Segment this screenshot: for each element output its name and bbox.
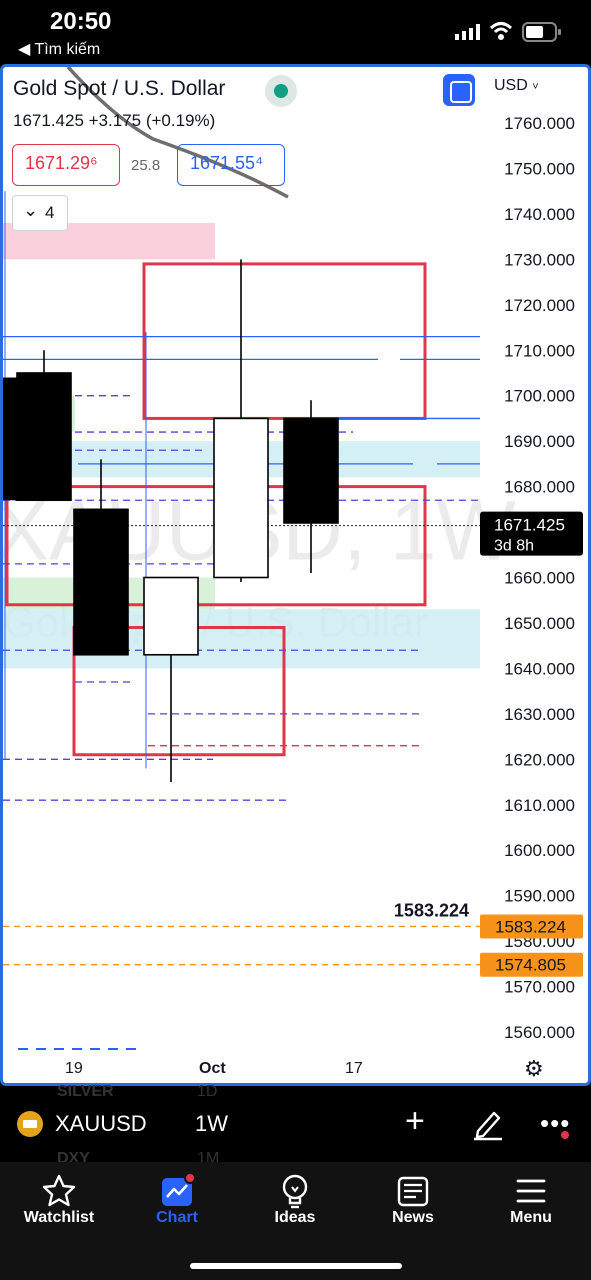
- price-axis-label: 1720.000: [504, 296, 575, 315]
- chevron-down-icon: ˅: [532, 81, 539, 93]
- price-axis-label: 1690.000: [504, 432, 575, 451]
- status-bar: 20:50 ◀ Tìm kiếm: [0, 0, 591, 64]
- currency-selector[interactable]: USD ˅: [494, 77, 539, 95]
- chart-icon: [162, 1172, 196, 1206]
- price-axis-label: 1680.000: [504, 478, 575, 497]
- chart-settings-gear-icon[interactable]: ⚙: [524, 1056, 544, 1081]
- bar-countdown-label: 3d 8h: [494, 538, 534, 555]
- hamburger-icon: [516, 1179, 546, 1203]
- notification-dot: [561, 1131, 569, 1139]
- price-axis-label: 1750.000: [504, 159, 575, 178]
- spread-value: 25.8: [131, 157, 161, 174]
- current-price-label: 1671.425: [494, 516, 565, 535]
- tab-label: Menu: [510, 1209, 552, 1226]
- price-axis-label: 1630.000: [504, 705, 575, 724]
- candle-body: [213, 417, 269, 579]
- alert-price-label: 1583.224: [495, 917, 566, 936]
- time-axis-label: 19: [65, 1060, 83, 1077]
- candle-body: [143, 576, 199, 656]
- home-indicator: [190, 1263, 402, 1269]
- tab-label: Chart: [156, 1209, 198, 1226]
- lightbulb-icon: [282, 1174, 308, 1209]
- pen-icon[interactable]: [472, 1107, 504, 1141]
- plus-icon[interactable]: +: [405, 1102, 425, 1140]
- alert-price-label: 1574.805: [495, 956, 566, 975]
- price-axis-label: 1600.000: [504, 841, 575, 860]
- buy-button[interactable]: 1671.55⁴: [177, 144, 285, 186]
- wifi-icon: [489, 22, 513, 40]
- symbol-title: Gold Spot / U.S. Dollar: [13, 77, 226, 100]
- time-axis-label: 17: [345, 1060, 363, 1077]
- tab-label: Ideas: [274, 1209, 316, 1226]
- fullscreen-icon[interactable]: [443, 74, 475, 106]
- price-axis-label: 1590.000: [504, 887, 575, 906]
- indicators-count: 4: [45, 203, 55, 222]
- ghost-timeframe: 1D: [197, 1083, 218, 1100]
- indicators-toggle-button[interactable]: ⌄ 4: [12, 195, 68, 231]
- price-axis-label: 1760.000: [504, 114, 575, 133]
- symbol-search-button[interactable]: XAUUSD: [55, 1111, 147, 1136]
- price-axis-label: 1560.000: [504, 1023, 575, 1042]
- chevron-down-icon: ⌄: [23, 200, 39, 220]
- candle-body: [73, 508, 129, 656]
- price-change-line: 1671.425 +3.175 (+0.19%): [13, 111, 216, 130]
- price-axis-label: 1700.000: [504, 387, 575, 406]
- gold-bar-icon: [17, 1111, 43, 1137]
- ghost-symbol: SILVER: [57, 1083, 114, 1100]
- cellular-signal-icon: [455, 24, 480, 40]
- moving-average-line: [66, 67, 289, 199]
- price-axis-label: 1660.000: [504, 569, 575, 588]
- price-axis-label: 1650.000: [504, 614, 575, 633]
- price-axis-label: 1710.000: [504, 341, 575, 360]
- market-open-status-icon[interactable]: [265, 75, 297, 107]
- alert-price-label-bg: [480, 952, 583, 977]
- timeframe-button[interactable]: 1W: [195, 1111, 228, 1136]
- sell-button[interactable]: 1671.29⁶: [12, 144, 120, 186]
- time-axis-label: Oct: [199, 1060, 226, 1077]
- alert-price-label-bg: [480, 914, 583, 939]
- currency-label: USD: [494, 77, 528, 94]
- newspaper-icon: [397, 1176, 429, 1207]
- back-to-search-link[interactable]: ◀ Tìm kiếm: [18, 41, 101, 58]
- tab-chart[interactable]: Chart: [118, 1162, 236, 1252]
- status-time: 20:50: [50, 8, 112, 35]
- tab-label: News: [392, 1209, 434, 1226]
- candle-body: [283, 417, 339, 524]
- tab-label: Watchlist: [23, 1209, 95, 1226]
- price-axis-label: 1570.000: [504, 978, 575, 997]
- price-axis-label: 1620.000: [504, 750, 575, 769]
- star-icon: [42, 1174, 76, 1207]
- bottom-tab-bar: Watchlist Chart Ideas News Menu: [0, 1162, 591, 1280]
- zone-box-red: [142, 262, 427, 420]
- tab-menu[interactable]: Menu: [472, 1162, 590, 1252]
- level-annotation-text: 1583.224: [394, 900, 469, 920]
- price-axis-label: 1740.000: [504, 205, 575, 224]
- candle-body: [3, 377, 33, 501]
- tab-news[interactable]: News: [354, 1162, 472, 1252]
- price-axis-label: 1640.000: [504, 659, 575, 678]
- symbol-bar: SILVER 1D DXY 1M XAUUSD 1W + •••: [0, 1083, 591, 1167]
- current-price-label-bg: [480, 511, 583, 556]
- tab-ideas[interactable]: Ideas: [236, 1162, 354, 1252]
- price-axis-label: 1730.000: [504, 250, 575, 269]
- battery-icon: [522, 22, 561, 42]
- price-axis-label: 1610.000: [504, 796, 575, 815]
- tab-watchlist[interactable]: Watchlist: [0, 1162, 118, 1252]
- chart-panel[interactable]: XAUUSD, 1WGold Spot / U.S. Dollar1760.00…: [0, 64, 591, 1086]
- price-chart[interactable]: XAUUSD, 1WGold Spot / U.S. Dollar1760.00…: [3, 67, 588, 1083]
